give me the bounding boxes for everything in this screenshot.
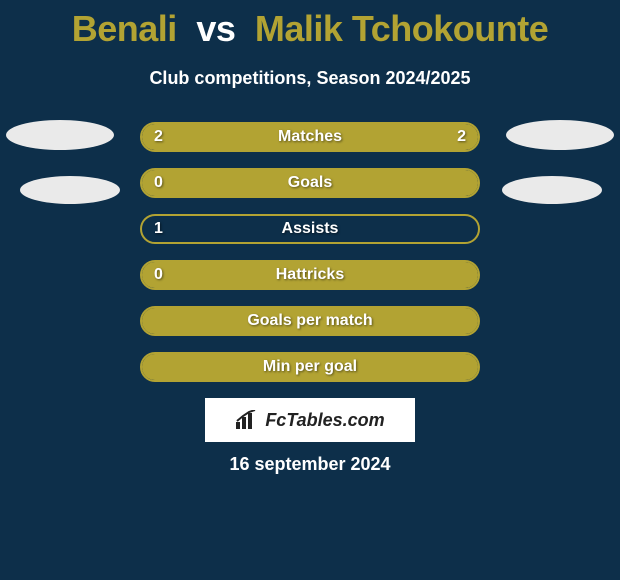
stat-row-hattricks: 0 Hattricks <box>140 260 480 290</box>
stat-label-mpg: Min per goal <box>142 354 478 380</box>
vs-text: vs <box>196 8 235 49</box>
stat-label-hattricks: Hattricks <box>142 262 478 288</box>
date-text: 16 september 2024 <box>0 454 620 475</box>
decoration-ellipse-right-2 <box>502 176 602 204</box>
player2-name: Malik Tchokounte <box>255 8 548 49</box>
player1-name: Benali <box>72 8 177 49</box>
stats-container: 2 Matches 2 0 Goals 1 Assists 0 Hattrick… <box>140 122 480 398</box>
stat-row-goals: 0 Goals <box>140 168 480 198</box>
stat-label-goals: Goals <box>142 170 478 196</box>
stat-row-goals-per-match: Goals per match <box>140 306 480 336</box>
stat-row-min-per-goal: Min per goal <box>140 352 480 382</box>
stat-label-gpm: Goals per match <box>142 308 478 334</box>
decoration-ellipse-left-1 <box>6 120 114 150</box>
stat-label-matches: Matches <box>142 124 478 150</box>
badge-text: FcTables.com <box>265 410 384 431</box>
decoration-ellipse-left-2 <box>20 176 120 204</box>
stat-row-assists: 1 Assists <box>140 214 480 244</box>
decoration-ellipse-right-1 <box>506 120 614 150</box>
stat-row-matches: 2 Matches 2 <box>140 122 480 152</box>
comparison-title: Benali vs Malik Tchokounte <box>0 0 620 50</box>
stat-right-matches: 2 <box>457 124 466 150</box>
source-badge: FcTables.com <box>205 398 415 442</box>
stat-label-assists: Assists <box>142 216 478 242</box>
chart-icon <box>235 410 259 430</box>
subtitle: Club competitions, Season 2024/2025 <box>0 68 620 89</box>
